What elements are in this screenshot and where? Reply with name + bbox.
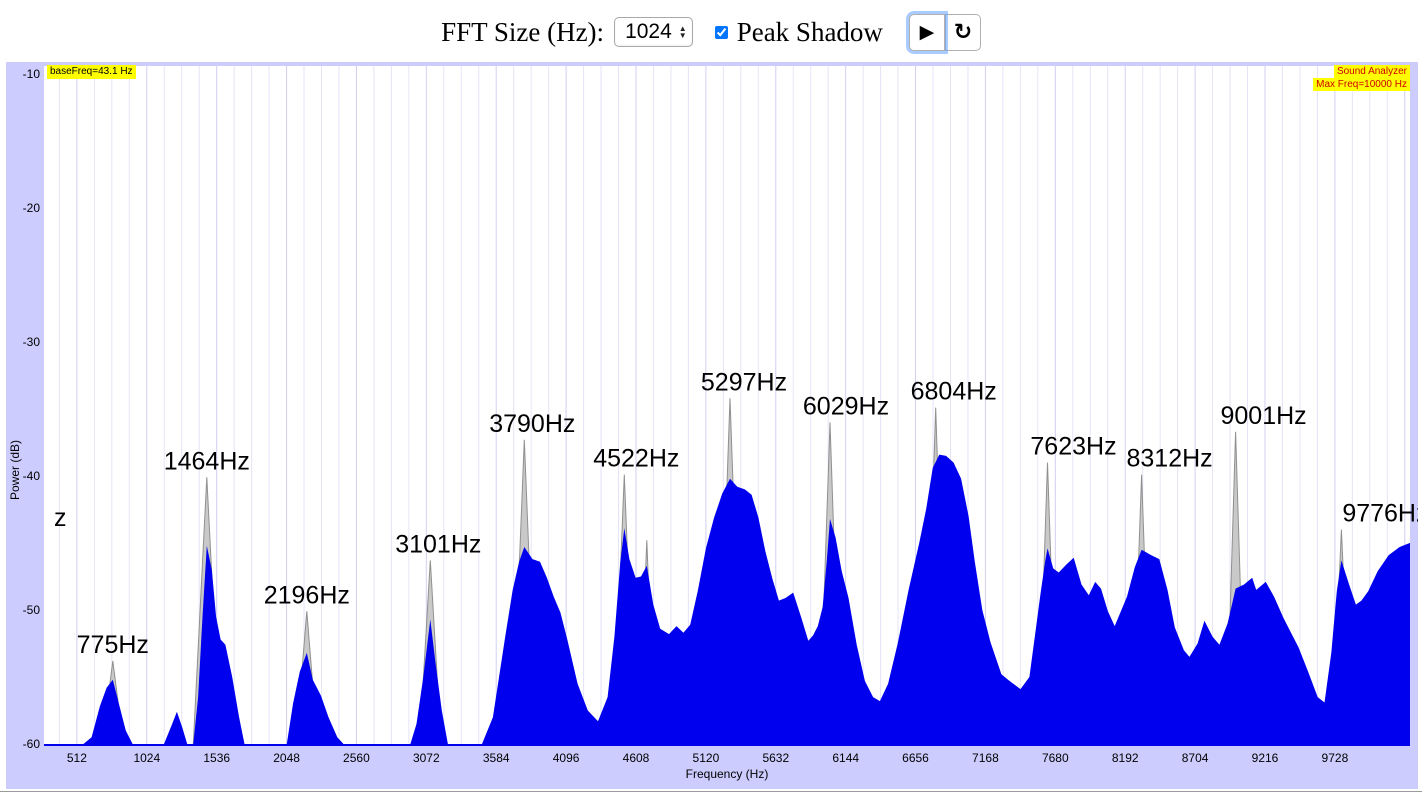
clipped-peak-label: z [54, 504, 67, 532]
peak-label: 3790Hz [489, 410, 575, 438]
svg-text:9216: 9216 [1252, 751, 1279, 765]
svg-text:8704: 8704 [1182, 751, 1209, 765]
svg-text:-20: -20 [23, 201, 41, 215]
svg-text:5120: 5120 [693, 751, 720, 765]
base-freq-badge: baseFreq=43.1 Hz [47, 65, 136, 79]
spectrum-analyzer-panel: 512 1024 1536 2048 2560 3072 3584 4096 4608 5120 5… [6, 62, 1418, 789]
svg-text:5632: 5632 [762, 751, 789, 765]
play-icon: ▶ [919, 21, 935, 43]
svg-text:3584: 3584 [483, 751, 510, 765]
svg-text:7680: 7680 [1042, 751, 1069, 765]
svg-text:4608: 4608 [623, 751, 650, 765]
peak-shadow-label: Peak Shadow [736, 16, 883, 47]
svg-text:8192: 8192 [1112, 751, 1139, 765]
svg-text:-10: -10 [23, 67, 41, 81]
reload-icon: ↻ [953, 19, 973, 45]
svg-text:3072: 3072 [413, 751, 440, 765]
svg-text:2560: 2560 [343, 751, 370, 765]
svg-text:7168: 7168 [972, 751, 999, 765]
max-freq-badge: Max Freq=10000 Hz [1313, 78, 1410, 91]
svg-text:1024: 1024 [133, 751, 160, 765]
peak-label: 6804Hz [911, 378, 997, 406]
peak-label: 2196Hz [264, 581, 350, 609]
toolbar: FFT Size (Hz): 1024 ▲ ▼ Peak Shadow ▶ ↻ [0, 8, 1422, 56]
svg-text:2048: 2048 [273, 751, 300, 765]
svg-text:-30: -30 [23, 335, 41, 349]
fft-size-select[interactable]: 1024 ▲ ▼ [614, 17, 693, 47]
transport-buttons: ▶ ↻ [908, 13, 981, 51]
peak-label: 775Hz [77, 631, 149, 659]
fft-size-value: 1024 [625, 20, 672, 43]
svg-text:4096: 4096 [553, 751, 580, 765]
peak-shadow-control: Peak Shadow [714, 16, 883, 48]
play-button[interactable]: ▶ [908, 13, 945, 51]
peak-label: 6029Hz [803, 392, 889, 420]
fft-size-label: FFT Size (Hz): [441, 16, 605, 47]
svg-text:9728: 9728 [1322, 751, 1349, 765]
peak-label: 3101Hz [395, 530, 481, 558]
svg-text:1536: 1536 [203, 751, 230, 765]
select-stepper-icon: ▲ ▼ [678, 24, 687, 40]
analyzer-info-badges: Sound Analyzer Max Freq=10000 Hz [1313, 65, 1410, 91]
y-axis-title: Power (dB) [8, 440, 22, 500]
bottom-divider [0, 791, 1422, 792]
svg-text:-50: -50 [23, 603, 41, 617]
x-axis-title: Frequency (Hz) [686, 767, 769, 781]
peak-label: 8312Hz [1127, 445, 1213, 473]
axis-labels: 512 1024 1536 2048 2560 3072 3584 4096 4608 5120 5… [8, 67, 1349, 781]
spectrum-area [44, 454, 1410, 746]
svg-text:-40: -40 [23, 469, 41, 483]
peak-label: 5297Hz [701, 368, 787, 396]
svg-text:6656: 6656 [902, 751, 929, 765]
peak-label: 9001Hz [1221, 402, 1307, 430]
peak-label: 7623Hz [1030, 433, 1116, 461]
peak-label: 4522Hz [593, 445, 679, 473]
svg-text:512: 512 [67, 751, 87, 765]
svg-text:-60: -60 [23, 737, 41, 751]
reload-button[interactable]: ↻ [944, 13, 981, 51]
peak-labels: 775Hz 1464Hz 2196Hz 3101Hz 3790Hz 4522Hz 5297H… [54, 368, 1418, 659]
peak-label: 1464Hz [164, 447, 250, 475]
svg-text:6144: 6144 [832, 751, 859, 765]
analyzer-title-badge: Sound Analyzer [1333, 65, 1410, 78]
peak-shadow-checkbox[interactable] [714, 25, 728, 39]
spectrum-canvas: 512 1024 1536 2048 2560 3072 3584 4096 4608 5120 5… [6, 62, 1418, 789]
